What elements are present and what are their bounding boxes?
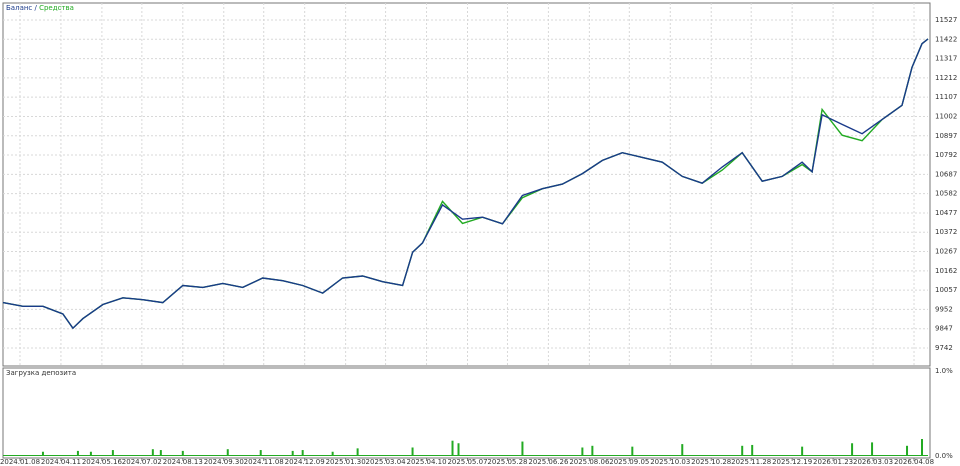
- x-tick-label: 2026.01.23: [813, 458, 853, 466]
- x-tick-label: 2025.09.05: [609, 458, 649, 466]
- y-tick-label: 11002: [935, 112, 957, 120]
- y-tick-label: 1.0%: [935, 367, 953, 375]
- x-tick-label: 2024.01.08: [0, 458, 40, 466]
- load-bar: [259, 450, 262, 456]
- load-bar: [226, 449, 229, 456]
- load-bar: [751, 444, 754, 456]
- x-tick-label: 2025.08.06: [569, 458, 610, 466]
- load-bar: [331, 451, 334, 456]
- y-tick-label: 10372: [935, 228, 957, 236]
- y-tick-label: 9742: [935, 344, 953, 352]
- load-bar: [151, 449, 154, 456]
- x-tick-label: 2024.08.13: [163, 458, 203, 466]
- load-bar: [301, 450, 304, 456]
- load-bar: [631, 446, 634, 456]
- main-frame: [2, 2, 931, 367]
- load-bar: [41, 451, 44, 456]
- load-bar: [411, 447, 414, 456]
- legend-balance: Баланс: [6, 4, 32, 12]
- x-tick-label: 2025.01.30: [326, 458, 366, 466]
- y-tick-label: 9847: [935, 325, 953, 333]
- load-bar: [921, 439, 924, 456]
- load-bar: [89, 451, 92, 456]
- y-tick-label: 9952: [935, 305, 953, 313]
- x-tick-label: 2024.09.30: [204, 458, 244, 466]
- load-bar: [457, 443, 460, 456]
- y-tick-label: 10582: [935, 190, 957, 198]
- y-tick-label: 10792: [935, 151, 957, 159]
- load-baseline: [3, 455, 928, 456]
- load-bar: [451, 440, 454, 456]
- x-tick-label: 2024.11.08: [244, 458, 284, 466]
- y-tick-label: 10267: [935, 248, 957, 256]
- load-bar: [851, 443, 854, 456]
- x-tick-label: 2024.07.02: [122, 458, 162, 466]
- load-bar: [906, 445, 909, 456]
- y-tick-label: 11527: [935, 16, 957, 24]
- x-tick-label: 2025.06.26: [528, 458, 569, 466]
- load-bar: [801, 446, 804, 456]
- y-tick-label: 11107: [935, 93, 957, 101]
- load-bar: [356, 448, 359, 456]
- x-tick-label: 2025.05.07: [447, 458, 487, 466]
- y-tick-label: 10057: [935, 286, 957, 294]
- load-bar: [581, 447, 584, 456]
- load-bar: [291, 450, 294, 456]
- y-tick-label: 0.0%: [935, 452, 953, 460]
- y-tick-label: 10162: [935, 267, 957, 275]
- x-tick-label: 2025.10.28: [691, 458, 731, 466]
- x-tick-label: 2025.04.10: [406, 458, 446, 466]
- x-tick-label: 2025.10.03: [650, 458, 690, 466]
- load-bar: [871, 442, 874, 456]
- y-tick-label: 10477: [935, 209, 957, 217]
- x-tick-label: 2024.12.09: [285, 458, 325, 466]
- legend-equity: Средства: [39, 4, 74, 12]
- load-bar: [111, 450, 114, 456]
- y-tick-label: 10687: [935, 170, 957, 178]
- x-tick-label: 2026.03.03: [853, 458, 893, 466]
- load-bar: [76, 450, 79, 456]
- load-bar: [181, 450, 184, 456]
- x-tick-label: 2025.12.19: [772, 458, 812, 466]
- legend: Баланс / Средства: [6, 4, 74, 12]
- load-title: Загрузка депозита: [6, 369, 76, 377]
- x-tick-label: 2024.04.11: [41, 458, 81, 466]
- x-tick-label: 2025.03.04: [366, 458, 407, 466]
- x-tick-label: 2025.05.28: [487, 458, 527, 466]
- y-tick-label: 11212: [935, 74, 957, 82]
- load-bar: [681, 444, 684, 456]
- load-frame: [2, 367, 931, 459]
- x-tick-label: 2025.11.28: [731, 458, 771, 466]
- series-line: [2, 38, 929, 330]
- load-bar: [591, 445, 594, 456]
- load-bar: [159, 450, 162, 456]
- y-tick-label: 10897: [935, 132, 957, 140]
- x-tick-label: 2026.04.08: [894, 458, 934, 466]
- y-tick-label: 11422: [935, 35, 957, 43]
- y-tick-label: 11317: [935, 55, 957, 63]
- load-bar: [741, 445, 744, 456]
- x-tick-label: 2024.05.16: [82, 458, 123, 466]
- load-bar: [521, 441, 524, 456]
- legend-separator: /: [32, 4, 39, 12]
